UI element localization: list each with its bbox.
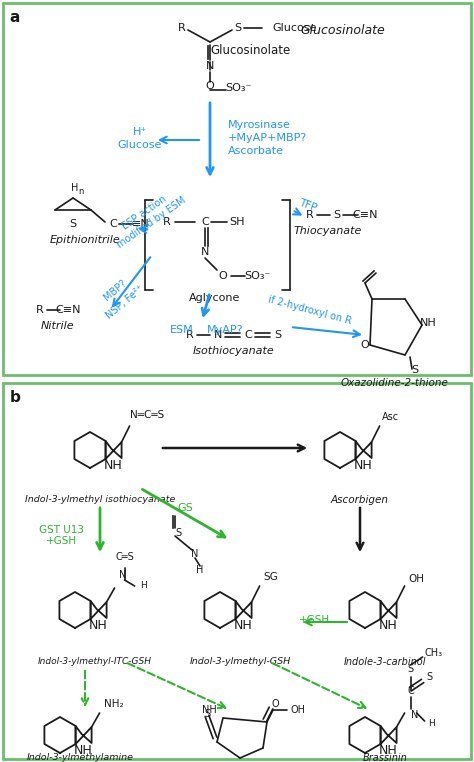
Text: H: H [141,581,147,591]
Text: Asc: Asc [382,412,399,422]
Text: R: R [163,217,171,227]
Text: R: R [178,23,186,33]
Text: CH₃: CH₃ [425,648,443,658]
Text: NH: NH [74,744,93,757]
Text: O: O [219,271,228,281]
Text: H: H [428,719,435,728]
Text: S: S [235,23,242,33]
Text: +MyAP+MBP?: +MyAP+MBP? [228,133,307,143]
Text: Ascorbigen: Ascorbigen [331,495,389,505]
Text: Glucosinolate: Glucosinolate [300,24,385,37]
Text: R: R [36,305,44,315]
Text: TFP: TFP [298,197,319,213]
Text: N: N [410,710,418,720]
Text: R: R [186,330,194,340]
Text: C═S: C═S [115,552,134,562]
Text: a: a [10,11,20,25]
Text: NH: NH [419,318,437,328]
Text: S: S [274,330,282,340]
Text: Nitrile: Nitrile [41,321,75,331]
Text: MyAP?: MyAP? [207,325,243,335]
Text: Isothiocyanate: Isothiocyanate [193,346,275,356]
Text: SG: SG [264,572,278,582]
Text: +GSH: +GSH [300,615,330,625]
Text: N═C═S: N═C═S [129,410,164,420]
Text: ESP action
modified by ESM: ESP action modified by ESM [109,186,188,250]
Text: Indol-3-ylmethyl-ITC-GSH: Indol-3-ylmethyl-ITC-GSH [38,658,152,667]
Text: S: S [427,672,433,682]
Text: H: H [71,183,79,193]
Text: MBP?: MBP? [102,277,128,303]
Text: Brassinin: Brassinin [363,753,407,762]
Text: O: O [206,81,214,91]
Text: OH: OH [291,705,306,715]
Text: N: N [206,61,214,71]
Text: H⁺: H⁺ [133,127,147,137]
Text: Indol-3-ylmethyl-GSH: Indol-3-ylmethyl-GSH [190,658,291,667]
Text: S: S [333,210,340,220]
Text: n: n [78,187,84,197]
Text: C: C [244,330,252,340]
Text: NH: NH [202,705,217,715]
Text: S: S [411,365,419,375]
Text: if 2-hydroxyl on R: if 2-hydroxyl on R [267,294,353,326]
Text: C: C [407,686,414,696]
Text: N: N [201,247,209,257]
Text: Thiocyanate: Thiocyanate [294,226,362,236]
Text: R: R [306,210,314,220]
Text: C≡N: C≡N [352,210,378,220]
Text: Ascorbate: Ascorbate [228,146,284,156]
Text: OH: OH [409,574,425,584]
Text: Epithionitrile: Epithionitrile [50,235,120,245]
Text: ≡N: ≡N [132,219,150,229]
Text: Glucose: Glucose [118,140,162,150]
Text: NH: NH [104,459,123,472]
Text: ESM: ESM [170,325,194,335]
Text: C≡N: C≡N [55,305,81,315]
Text: NSP, Fe²⁺: NSP, Fe²⁺ [104,283,146,321]
Text: SH: SH [229,217,245,227]
Text: Glucosinolate: Glucosinolate [210,43,290,56]
Text: Oxazolidine-2-thione: Oxazolidine-2-thione [341,378,449,388]
Text: S: S [204,709,210,719]
Text: O: O [361,340,369,350]
Text: NH: NH [234,619,253,632]
Text: SO₃⁻: SO₃⁻ [225,83,251,93]
Text: S: S [408,664,414,674]
Text: Aglycone: Aglycone [189,293,241,303]
Text: Indol-3-ylmethyl isothiocyanate: Indol-3-ylmethyl isothiocyanate [25,495,175,504]
Text: NH: NH [379,619,398,632]
Text: N: N [214,330,222,340]
Text: SO₃⁻: SO₃⁻ [244,271,270,281]
Text: GS: GS [177,503,193,513]
Text: Myrosinase: Myrosinase [228,120,291,130]
Text: C: C [109,219,117,229]
Text: b: b [9,390,20,405]
Text: N: N [118,570,126,580]
Text: NH₂: NH₂ [104,699,123,709]
Text: S: S [175,528,181,538]
Text: Indole-3-carbinol: Indole-3-carbinol [344,657,426,667]
Text: N: N [191,549,199,559]
Text: O: O [271,699,279,709]
Text: NH: NH [379,744,398,757]
Text: C: C [201,217,209,227]
Text: Glucose: Glucose [272,23,316,33]
Text: S: S [69,219,77,229]
Text: NH: NH [89,619,108,632]
Text: +GSH: +GSH [46,536,78,546]
Text: Indol-3-ylmethylamine: Indol-3-ylmethylamine [27,754,134,762]
Text: GST U13: GST U13 [39,525,84,535]
Text: NH: NH [354,459,373,472]
Text: H: H [196,565,204,575]
